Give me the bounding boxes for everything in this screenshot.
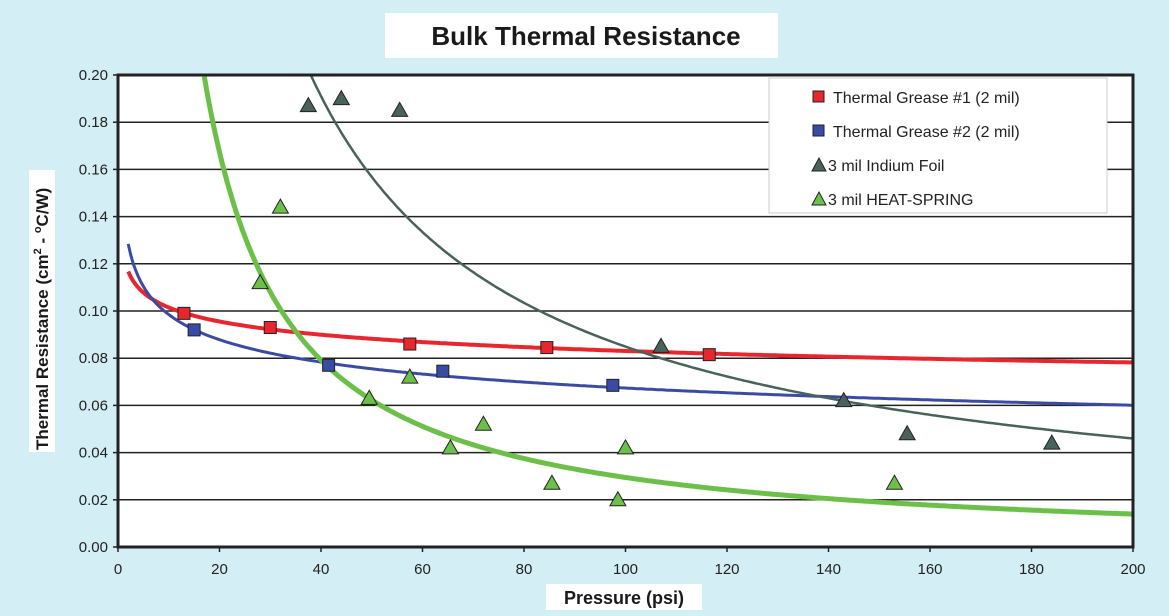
data-point-triangle (543, 474, 561, 490)
y-tick-label: 0.06 (79, 397, 108, 414)
y-tick-label: 0.10 (79, 303, 108, 320)
y-tick-label: 0.04 (79, 445, 108, 462)
y-tick-label: 0.20 (79, 67, 108, 84)
data-point-triangle (834, 391, 853, 408)
chart-title: Bulk Thermal Resistance (431, 21, 740, 51)
legend-marker (811, 190, 827, 206)
trendline-4 (201, 75, 1134, 517)
data-point-triangle (332, 89, 351, 106)
data-point-square (177, 306, 191, 320)
data-point-square (403, 337, 417, 351)
data-point-triangle (400, 368, 419, 384)
x-tick-label: 100 (613, 561, 638, 578)
data-point-square (187, 323, 201, 337)
legend-marker (811, 156, 827, 172)
x-tick-label: 180 (1019, 561, 1044, 578)
data-point-triangle (609, 490, 627, 507)
ylabel-box (29, 170, 55, 452)
y-tick-label: 0.14 (79, 209, 108, 226)
data-point-triangle (299, 96, 318, 113)
x-tick-label: 60 (414, 561, 431, 578)
x-axis-label: Pressure (psi) (564, 588, 684, 608)
data-point-square (606, 378, 620, 392)
legend-marker (812, 124, 825, 137)
x-tick-label: 20 (211, 561, 228, 578)
xlabel-box (546, 584, 702, 610)
data-point-square (436, 364, 450, 378)
y-axis-label: Thermal Resistance (cm2 - oC/W) (32, 188, 52, 450)
y-tick-label: 0.02 (79, 492, 108, 509)
data-point-triangle (360, 389, 379, 405)
data-point-triangle (251, 273, 269, 290)
data-point-triangle (271, 198, 290, 214)
trendline-2 (126, 243, 1133, 407)
y-tick-label: 0.08 (79, 350, 108, 367)
data-point-square (702, 348, 716, 362)
data-point-square (263, 321, 277, 335)
legend-label: Thermal Grease #1 (2 mil) (833, 90, 1020, 107)
x-tick-label: 0 (114, 561, 122, 578)
trendline-3 (309, 74, 1134, 440)
data-point-square (322, 358, 336, 372)
data-point-triangle (898, 424, 917, 441)
y-tick-label: 0.16 (79, 161, 108, 178)
legend-label: 3 mil HEAT-SPRING (828, 192, 974, 209)
data-point-triangle (474, 415, 493, 431)
data-point-triangle (616, 438, 635, 455)
x-tick-label: 40 (313, 561, 330, 578)
y-tick-label: 0.18 (79, 114, 108, 131)
data-point-triangle (885, 474, 904, 490)
x-tick-label: 160 (917, 561, 942, 578)
y-tick-label: 0.00 (79, 539, 108, 556)
data-point-triangle (1042, 434, 1061, 450)
title-box (385, 13, 778, 58)
x-tick-label: 80 (516, 561, 533, 578)
x-tick-label: 120 (714, 561, 739, 578)
data-point-square (540, 341, 554, 355)
legend: Thermal Grease #1 (2 mil) Thermal Grease … (768, 77, 1108, 214)
legend-label: Thermal Grease #2 (2 mil) (833, 124, 1020, 141)
x-tick-label: 140 (816, 561, 841, 578)
y-tick-label: 0.12 (79, 256, 108, 273)
legend-label: 3 mil Indium Foil (828, 158, 944, 175)
legend-marker (812, 90, 825, 103)
data-point-triangle (441, 438, 460, 455)
data-point-triangle (390, 101, 409, 117)
x-tick-label: 200 (1120, 561, 1145, 578)
data-point-triangle (652, 337, 670, 353)
